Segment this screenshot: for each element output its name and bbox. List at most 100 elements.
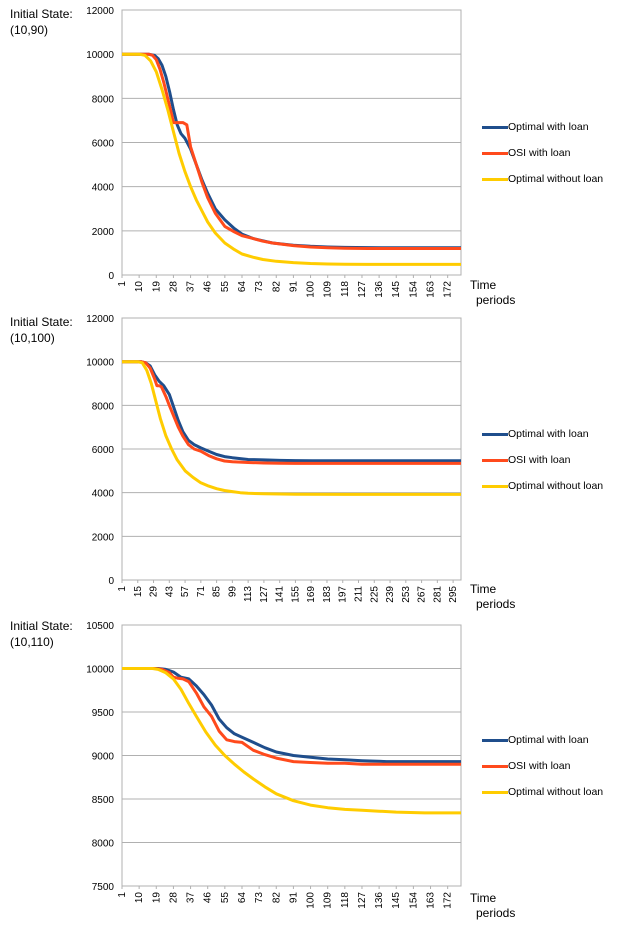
x-tick-label: 141 <box>275 586 286 603</box>
legend-swatch <box>482 484 508 488</box>
legend-label: OSI with loan <box>508 147 571 160</box>
legend-swatch <box>482 458 508 462</box>
x-tick-label: 100 <box>306 892 317 909</box>
x-tick-label: 71 <box>196 586 207 598</box>
legend-swatch <box>482 790 508 794</box>
y-tick-label: 6000 <box>92 139 115 150</box>
y-tick-label: 10000 <box>86 50 114 61</box>
legend-label: OSI with loan <box>508 454 571 467</box>
legend-label: Optimal without loan <box>508 173 604 186</box>
legend-label: OSI with loan <box>508 760 571 773</box>
legend-item: Optimal with loan <box>482 734 603 748</box>
x-tick-label: 295 <box>448 586 459 603</box>
y-tick-label: 0 <box>108 576 114 587</box>
x-tick-label: 253 <box>401 586 412 603</box>
legend-swatch <box>482 177 508 181</box>
initial-state-title: Initial State: <box>10 619 73 633</box>
y-tick-label: 12000 <box>86 6 114 17</box>
legend-label: Optimal without loan <box>508 786 604 799</box>
legend-label: Optimal with loan <box>508 428 589 441</box>
initial-state-title: Initial State: <box>10 7 73 21</box>
x-axis-title-line1: Time <box>470 278 497 292</box>
x-axis-title-line2: periods <box>476 906 516 920</box>
x-tick-label: 57 <box>180 586 191 598</box>
y-tick-label: 9000 <box>92 752 115 763</box>
x-tick-label: 145 <box>391 892 402 909</box>
x-tick-label: 100 <box>306 281 317 298</box>
legend-item: Optimal with loan <box>482 121 603 135</box>
y-tick-label: 8000 <box>92 839 115 850</box>
x-axis-title: Time periods <box>470 582 515 612</box>
series-line <box>122 360 461 465</box>
initial-state-label: Initial State: (10,90) <box>10 6 73 38</box>
x-tick-label: 154 <box>408 892 419 909</box>
x-tick-label: 197 <box>338 586 349 603</box>
x-axis-title-line2: periods <box>476 597 516 611</box>
series-line <box>122 667 461 764</box>
y-tick-label: 9500 <box>92 708 115 719</box>
x-tick-label: 145 <box>391 281 402 298</box>
x-tick-label: 82 <box>271 281 282 293</box>
y-tick-label: 6000 <box>92 445 115 456</box>
y-tick-label: 7500 <box>92 882 115 893</box>
x-tick-label: 1 <box>117 586 128 592</box>
x-tick-label: 169 <box>306 586 317 603</box>
legend-label: Optimal with loan <box>508 121 589 134</box>
legend-swatch <box>482 738 508 742</box>
legend-item: Optimal without loan <box>482 480 603 494</box>
x-tick-label: 37 <box>186 281 197 293</box>
chart-panel-1: Initial State: (10,90) 0 2000 4000 6000 8000… <box>0 0 634 310</box>
legend: Optimal with loan OSI with loan Optimal … <box>482 121 603 199</box>
chart-panel-2: Initial State: (10,100) 0 2000 4000 6000 800… <box>0 308 634 618</box>
x-tick-label: 82 <box>271 892 282 904</box>
x-tick-label: 10 <box>134 892 145 904</box>
series-line <box>122 667 461 815</box>
legend-item: Optimal without loan <box>482 786 603 800</box>
x-tick-label: 19 <box>151 281 162 293</box>
x-tick-label: 154 <box>408 281 419 298</box>
legend: Optimal with loan OSI with loan Optimal … <box>482 734 603 812</box>
initial-state-label: Initial State: (10,110) <box>10 618 73 650</box>
x-axis-title: Time periods <box>470 891 515 921</box>
initial-state-value: (10,90) <box>10 23 49 37</box>
x-tick-label: 1 <box>117 892 128 898</box>
y-tick-label: 8000 <box>92 94 115 105</box>
legend-item: Optimal with loan <box>482 428 603 442</box>
x-tick-label: 136 <box>374 281 385 298</box>
chart-svg: 0 2000 4000 6000 8000 10000 12000 1 15 29 43 57 71 85… <box>86 314 462 603</box>
y-tick-label: 10500 <box>86 621 114 632</box>
plot-border <box>121 624 462 887</box>
series-line <box>122 52 461 250</box>
legend-item: OSI with loan <box>482 760 603 774</box>
x-tick-label: 109 <box>323 281 334 298</box>
legend-swatch <box>482 151 508 155</box>
x-tick-label: 225 <box>369 586 380 603</box>
chart-svg: 0 2000 4000 6000 8000 10000 12000 1 10 19 28 37 46 55… <box>86 6 462 298</box>
x-tick-label: 64 <box>237 892 248 904</box>
x-tick-label: 73 <box>254 892 265 904</box>
x-tick-label: 43 <box>164 586 175 598</box>
x-tick-label: 46 <box>203 281 214 293</box>
x-tick-label: 127 <box>357 281 368 298</box>
x-tick-label: 91 <box>288 892 299 904</box>
x-tick-label: 239 <box>385 586 396 603</box>
series-line <box>122 52 461 250</box>
plot-border <box>121 9 462 276</box>
y-tick-label: 12000 <box>86 314 114 325</box>
y-tick-label: 0 <box>108 271 114 282</box>
x-tick-label: 172 <box>443 281 454 298</box>
y-tick-label: 8500 <box>92 795 115 806</box>
legend-item: OSI with loan <box>482 147 603 161</box>
x-tick-label: 64 <box>237 281 248 293</box>
x-tick-label: 10 <box>134 281 145 293</box>
x-tick-label: 99 <box>227 586 238 598</box>
x-tick-label: 1 <box>117 281 128 287</box>
x-tick-label: 85 <box>212 586 223 598</box>
x-tick-label: 46 <box>203 892 214 904</box>
plot-border <box>121 317 462 581</box>
series-line <box>122 360 461 496</box>
x-tick-label: 19 <box>151 892 162 904</box>
x-tick-label: 163 <box>426 281 437 298</box>
x-tick-label: 109 <box>323 892 334 909</box>
y-tick-label: 2000 <box>92 227 115 238</box>
